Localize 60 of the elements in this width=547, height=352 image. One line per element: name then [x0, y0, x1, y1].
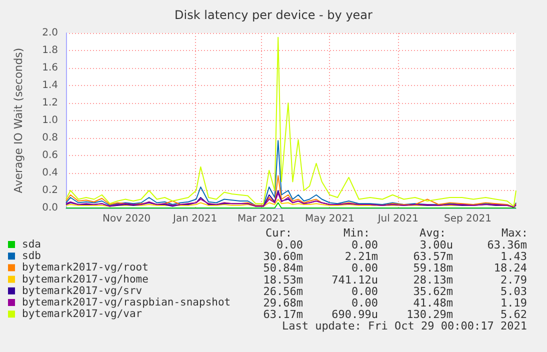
x-tick-label: Mar 2021	[238, 214, 286, 224]
text: Cur:	[266, 226, 292, 240]
text: 2.21m	[344, 250, 378, 264]
y-tick-label: 0.6	[42, 150, 58, 161]
text: Avg:	[420, 226, 446, 240]
text: 29.68m	[263, 296, 304, 310]
y-axis-title: Average IO Wait (seconds)	[12, 48, 25, 194]
text: 18.53m	[263, 273, 304, 286]
x-tick-label: Nov 2020	[102, 214, 151, 224]
line-series	[66, 36, 516, 207]
legend-label: sdb	[22, 250, 41, 262]
text: 63.57m	[413, 250, 454, 264]
text: 1.43	[500, 250, 527, 264]
text: 5.03	[500, 284, 527, 298]
text: 2.79	[500, 273, 527, 286]
text: 59.18m	[413, 262, 454, 275]
y-tick-label: 1.2	[42, 98, 58, 108]
legend-label: bytemark2017-vg/srv	[22, 284, 142, 297]
chart-title: Disk latency per device - by year	[174, 8, 373, 22]
legend-label: sda	[22, 238, 41, 250]
text: 1.19	[500, 296, 527, 310]
x-tick-label: May 2021	[305, 214, 354, 224]
y-tick-label: 0.4	[42, 168, 58, 178]
text: 0.00	[352, 262, 378, 275]
text: 41.48m	[413, 296, 454, 310]
y-tick-label: 0.2	[42, 185, 58, 196]
text: 0.00	[352, 296, 378, 310]
text: 28.13m	[413, 273, 454, 286]
legend-label: bytemark2017-vg/var	[22, 308, 142, 320]
legend-label: bytemark2017-vg/root	[22, 262, 148, 274]
text: 690.99u	[332, 308, 378, 322]
text: 0.00	[352, 238, 378, 252]
text: 63.17m	[263, 308, 304, 322]
text: 741.12u	[332, 273, 378, 286]
text: 18.24	[494, 262, 528, 275]
x-tick-label: Jul 2021	[376, 214, 419, 224]
x-tick-label: Sep 2021	[444, 214, 492, 224]
y-tick-label: 1.4	[42, 80, 58, 91]
text: 35.62m	[413, 284, 454, 298]
y-tick-label: 2.0	[42, 28, 58, 38]
text: Last update: Fri Oct 29 00:00:17 2021	[282, 320, 527, 333]
text: 3.00u	[420, 238, 453, 252]
text: 130.29m	[406, 308, 454, 322]
legend-label: bytemark2017-vg/home	[22, 273, 148, 286]
y-tick-label: 1.0	[42, 115, 58, 126]
text: 26.56m	[263, 284, 304, 298]
text: 0.00	[352, 284, 378, 298]
y-tick-label: 0.8	[42, 132, 58, 144]
text: 0.00	[276, 238, 303, 252]
text: Max:	[502, 226, 528, 240]
x-tick-label: Jan 2021	[172, 214, 218, 224]
text: 5.62	[500, 308, 527, 322]
text: 50.84m	[263, 262, 304, 275]
text: 63.36m	[487, 238, 528, 252]
text: Min:	[344, 226, 370, 240]
legend-label: bytemark2017-vg/raspbian-snapshot	[22, 296, 231, 308]
y-tick-label: 1.8	[42, 45, 58, 56]
y-tick-label: 0.0	[42, 202, 58, 214]
text: 30.60m	[263, 250, 304, 264]
y-tick-label: 1.6	[42, 62, 58, 74]
